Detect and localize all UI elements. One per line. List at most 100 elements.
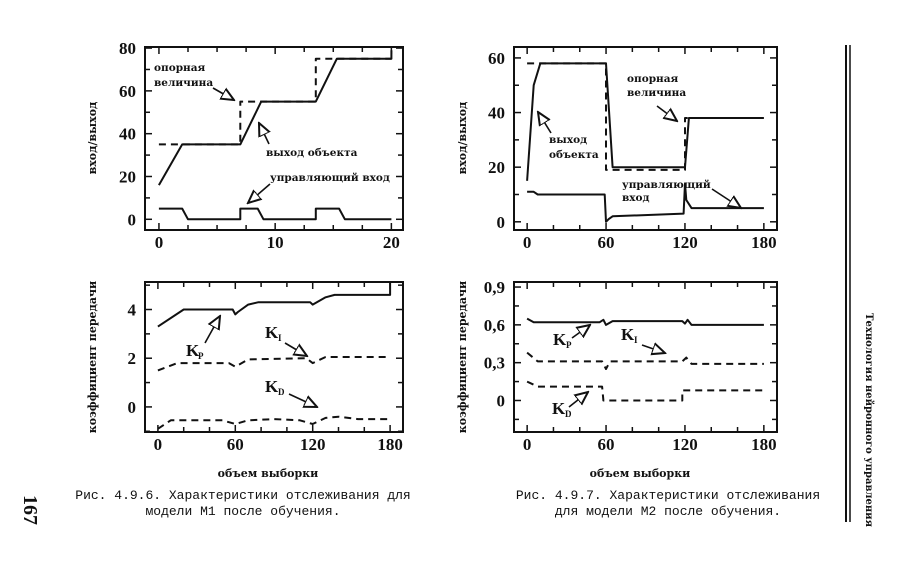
arrow-icon	[259, 123, 269, 145]
series-line-kp	[526, 317, 764, 326]
arrow-icon	[711, 188, 741, 208]
arrow-icon	[288, 393, 317, 407]
plot-frame	[144, 46, 404, 231]
arrow-icon	[571, 325, 590, 339]
arrow-icon	[568, 392, 588, 408]
series-line-kd	[157, 415, 391, 430]
x-tick-label: 120	[672, 233, 698, 252]
arrow-icon	[212, 87, 234, 100]
y-tick-label: 40	[488, 104, 505, 123]
series-line-опорная-величина	[158, 57, 392, 146]
y-tick-label: 60	[119, 82, 136, 101]
x-tick-label: 60	[598, 435, 615, 454]
svg-text:P: P	[198, 351, 204, 361]
x-tick-label: 120	[672, 435, 698, 454]
y-tick-label: 4	[128, 301, 137, 320]
x-axis-label-fig1: объем выборки	[218, 467, 319, 480]
plot-frame	[144, 281, 404, 433]
arrow-icon	[284, 342, 307, 356]
plot-frame	[513, 281, 778, 433]
annotation-control: управляющий вход	[270, 172, 390, 184]
y-tick-label: 0	[128, 398, 137, 417]
series-line-kp	[157, 282, 392, 328]
annotation-output-line2: объекта	[549, 149, 599, 161]
y-tick-label: 2	[128, 349, 137, 368]
x-tick-label: 60	[598, 233, 615, 252]
figure-caption-4-9-7-line2: для модели M2 после обучения.	[555, 504, 781, 519]
y-tick-label: 0	[497, 213, 506, 232]
arrow-icon	[641, 345, 665, 353]
x-tick-label: 60	[227, 435, 244, 454]
y-axis-label-fig1-bottom: коэффициент передачи	[86, 281, 99, 433]
plot-frame	[513, 46, 778, 231]
svg-text:K: K	[265, 323, 279, 342]
x-tick-label: 0	[154, 435, 163, 454]
x-tick-label: 180	[751, 435, 777, 454]
figure-caption-4-9-7-line1: Рис. 4.9.7. Характеристики отслеживания	[516, 488, 820, 503]
page-number: 167	[19, 495, 41, 525]
x-tick-label: 20	[383, 233, 400, 252]
svg-text:D: D	[278, 387, 285, 397]
series-line-kd	[526, 380, 764, 402]
y-tick-label: 20	[488, 158, 505, 177]
x-tick-label: 120	[300, 435, 326, 454]
x-axis-label-fig2: объем выборки	[590, 467, 691, 480]
annotation-control-line2: вход	[622, 192, 650, 204]
arrow-icon	[248, 183, 271, 203]
svg-text:K: K	[186, 341, 200, 360]
svg-text:K: K	[621, 325, 635, 344]
series-line-выход-объекта	[158, 50, 393, 186]
x-tick-label: 180	[751, 233, 777, 252]
y-tick-label: 0	[128, 210, 137, 229]
series-line-управляющий-вход	[158, 207, 392, 221]
y-axis-label-fig1-top: вход/выход	[86, 102, 99, 175]
annotation-reference-line1: опорная	[154, 62, 206, 74]
x-tick-label: 0	[155, 233, 164, 252]
y-tick-label: 60	[488, 49, 505, 68]
y-tick-label: 0,6	[484, 316, 505, 335]
x-tick-label: 180	[377, 435, 403, 454]
figure-caption-4-9-6-line1: Рис. 4.9.6. Характеристики отслеживания …	[75, 488, 410, 503]
y-tick-label: 20	[119, 167, 136, 186]
x-tick-label: 10	[267, 233, 284, 252]
svg-text:D: D	[565, 409, 572, 419]
annotation-reference-line2: величина	[627, 87, 686, 99]
svg-text:K: K	[553, 330, 567, 349]
y-tick-label: 80	[119, 39, 136, 58]
x-tick-label: 0	[523, 435, 532, 454]
y-axis-label-fig2-bottom: коэффициент передачи	[456, 281, 469, 433]
y-axis-label-fig2-top: вход/выход	[456, 102, 469, 175]
chart-3: 0 60 120 180 0 2 4	[128, 281, 404, 454]
arrow-icon	[538, 112, 552, 134]
chart-2: 0 60 120 180 0 20 40 60	[488, 46, 778, 252]
annotation-output-line1: выход	[549, 134, 587, 146]
arrow-icon	[656, 105, 677, 121]
chart-1: 0 10 20 0 20 40 60 80	[119, 39, 404, 252]
annotation-reference-line1: опорная	[627, 73, 679, 85]
annotation-reference-line2: величина	[154, 77, 213, 89]
annotation-control-line1: управляющий	[622, 179, 711, 191]
y-tick-label: 40	[119, 125, 136, 144]
label-kp: KP	[186, 341, 204, 361]
svg-text:K: K	[265, 377, 279, 396]
y-tick-label: 0,3	[484, 354, 505, 373]
svg-text:I: I	[634, 335, 638, 345]
series-line-ki	[526, 351, 764, 370]
y-tick-label: 0,9	[484, 278, 505, 297]
x-tick-label: 0	[523, 233, 532, 252]
svg-text:K: K	[552, 399, 566, 418]
svg-text:I: I	[278, 333, 282, 343]
running-head: Технология нейронного управления	[863, 313, 874, 528]
series-line-выход-объекта	[526, 62, 764, 181]
chart-4: 0 60 120 180 0 0,3 0,6 0,9	[484, 278, 778, 454]
annotation-output: выход объекта	[266, 147, 358, 159]
y-tick-label: 0	[497, 391, 506, 410]
figure-caption-4-9-6-line2: модели M1 после обучения.	[145, 504, 340, 519]
